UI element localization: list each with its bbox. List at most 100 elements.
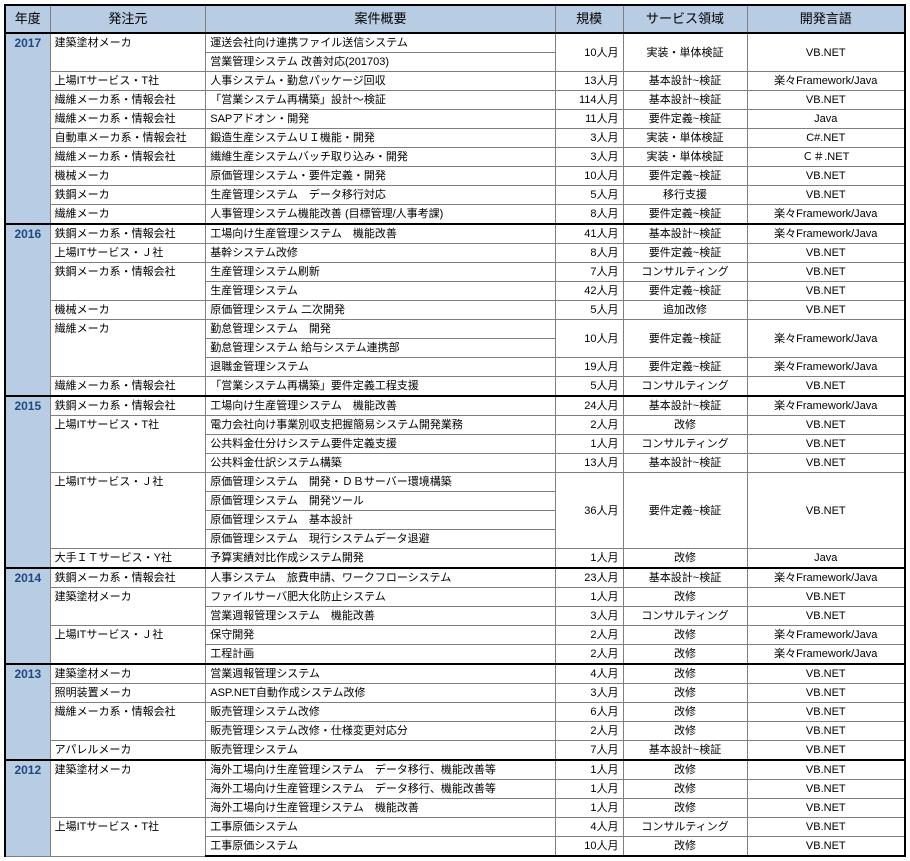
scale-cell: 10人月 bbox=[555, 167, 623, 186]
scale-cell: 8人月 bbox=[555, 244, 623, 263]
table-row: 上場ITサービス・Ｊ社保守開発2人月改修楽々Framework/Java bbox=[5, 626, 905, 645]
client-cell: 建築塗材メーカ bbox=[50, 760, 206, 818]
client-cell: 繊維メーカ系・情報会社 bbox=[50, 110, 206, 129]
lang-cell: VB.NET bbox=[747, 818, 905, 837]
client-cell: 鉄鋼メーカ系・情報会社 bbox=[50, 224, 206, 244]
client-cell: 上場ITサービス・Ｊ社 bbox=[50, 626, 206, 665]
client-cell: 上場ITサービス・Ｊ社 bbox=[50, 473, 206, 549]
desc-cell: 退職金管理システム bbox=[206, 358, 556, 377]
area-cell: 要件定義~検証 bbox=[623, 282, 747, 301]
scale-cell: 36人月 bbox=[555, 473, 623, 549]
scale-cell: 6人月 bbox=[555, 703, 623, 722]
client-cell: 鉄鋼メーカ系・情報会社 bbox=[50, 263, 206, 301]
area-cell: 改修 bbox=[623, 416, 747, 435]
client-cell: 上場ITサービス・T社 bbox=[50, 818, 206, 857]
area-cell: 改修 bbox=[623, 722, 747, 741]
lang-cell: VB.NET bbox=[747, 186, 905, 205]
client-cell: 繊維メーカ bbox=[50, 320, 206, 377]
year-cell: 2015 bbox=[5, 396, 50, 568]
desc-cell: 公共料金仕訳システム構築 bbox=[206, 454, 556, 473]
header-scale: 規模 bbox=[555, 5, 623, 33]
area-cell: 追加改修 bbox=[623, 301, 747, 320]
client-cell: 機械メーカ bbox=[50, 301, 206, 320]
client-cell: アパレルメーカ bbox=[50, 741, 206, 761]
client-cell: 繊維メーカ系・情報会社 bbox=[50, 91, 206, 110]
lang-cell: Java bbox=[747, 549, 905, 569]
header-client: 発注元 bbox=[50, 5, 206, 33]
area-cell: 改修 bbox=[623, 780, 747, 799]
desc-cell: 人事システム 旅費申請、ワークフローシステム bbox=[206, 568, 556, 588]
lang-cell: VB.NET bbox=[747, 588, 905, 607]
desc-cell: 原価管理システム 開発・ＤＢサーバー環境構築 bbox=[206, 473, 556, 492]
table-row: 2013建築塗材メーカ営業週報管理システム4人月改修VB.NET bbox=[5, 664, 905, 684]
desc-cell: 生産管理システム刷新 bbox=[206, 263, 556, 282]
lang-cell: VB.NET bbox=[747, 664, 905, 684]
lang-cell: 楽々Framework/Java bbox=[747, 568, 905, 588]
table-row: 建築塗材メーカファイルサーバ肥大化防止システム1人月改修VB.NET bbox=[5, 588, 905, 607]
scale-cell: 24人月 bbox=[555, 396, 623, 416]
area-cell: 改修 bbox=[623, 664, 747, 684]
desc-cell: ファイルサーバ肥大化防止システム bbox=[206, 588, 556, 607]
scale-cell: 2人月 bbox=[555, 722, 623, 741]
area-cell: 要件定義~検証 bbox=[623, 358, 747, 377]
client-cell: 建築塗材メーカ bbox=[50, 588, 206, 626]
scale-cell: 5人月 bbox=[555, 301, 623, 320]
scale-cell: 10人月 bbox=[555, 320, 623, 358]
client-cell: 建築塗材メーカ bbox=[50, 33, 206, 72]
lang-cell: 楽々Framework/Java bbox=[747, 205, 905, 225]
desc-cell: 営業週報管理システム 機能改善 bbox=[206, 607, 556, 626]
desc-cell: 販売管理システム改修・仕様変更対応分 bbox=[206, 722, 556, 741]
area-cell: 改修 bbox=[623, 837, 747, 857]
table-row: 繊維メーカ系・情報会社「営業システム再構築」要件定義工程支援5人月コンサルティン… bbox=[5, 377, 905, 397]
lang-cell: Java bbox=[747, 110, 905, 129]
area-cell: コンサルティング bbox=[623, 435, 747, 454]
desc-cell: 営業管理システム 改善対応(201703) bbox=[206, 53, 556, 72]
client-cell: 自動車メーカ系・情報会社 bbox=[50, 129, 206, 148]
table-row: 繊維メーカ人事管理システム機能改善 (目標管理/人事考課)8人月要件定義~検証楽… bbox=[5, 205, 905, 225]
table-row: 繊維メーカ系・情報会社「営業システム再構築」設計～検証114人月基本設計~検証V… bbox=[5, 91, 905, 110]
area-cell: 改修 bbox=[623, 645, 747, 665]
client-cell: 繊維メーカ系・情報会社 bbox=[50, 377, 206, 397]
scale-cell: 1人月 bbox=[555, 760, 623, 780]
desc-cell: 勤怠管理システム 開発 bbox=[206, 320, 556, 339]
lang-cell: VB.NET bbox=[747, 416, 905, 435]
desc-cell: SAPアドオン・開発 bbox=[206, 110, 556, 129]
header-year: 年度 bbox=[5, 5, 50, 33]
table-row: 上場ITサービス・T社工事原価システム4人月コンサルティングVB.NET bbox=[5, 818, 905, 837]
area-cell: 改修 bbox=[623, 549, 747, 569]
area-cell: 基本設計~検証 bbox=[623, 741, 747, 761]
scale-cell: 4人月 bbox=[555, 664, 623, 684]
desc-cell: 人事システム・勤怠パッケージ回収 bbox=[206, 72, 556, 91]
scale-cell: 3人月 bbox=[555, 148, 623, 167]
desc-cell: 「営業システム再構築」設計～検証 bbox=[206, 91, 556, 110]
desc-cell: 海外工場向け生産管理システム データ移行、機能改善等 bbox=[206, 760, 556, 780]
lang-cell: VB.NET bbox=[747, 780, 905, 799]
desc-cell: 生産管理システム bbox=[206, 282, 556, 301]
lang-cell: VB.NET bbox=[747, 760, 905, 780]
lang-cell: 楽々Framework/Java bbox=[747, 396, 905, 416]
desc-cell: 繊維生産システムバッチ取り込み・開発 bbox=[206, 148, 556, 167]
scale-cell: 3人月 bbox=[555, 129, 623, 148]
table-row: 上場ITサービス・T社人事システム・勤怠パッケージ回収13人月基本設計~検証楽々… bbox=[5, 72, 905, 91]
lang-cell: VB.NET bbox=[747, 799, 905, 818]
area-cell: 実装・単体検証 bbox=[623, 33, 747, 72]
header-area: サービス領域 bbox=[623, 5, 747, 33]
table-row: アパレルメーカ販売管理システム7人月基本設計~検証VB.NET bbox=[5, 741, 905, 761]
lang-cell: VB.NET bbox=[747, 722, 905, 741]
table-row: 機械メーカ原価管理システム・要件定義・開発10人月要件定義~検証VB.NET bbox=[5, 167, 905, 186]
table-row: 2014鉄鋼メーカ系・情報会社人事システム 旅費申請、ワークフローシステム23人… bbox=[5, 568, 905, 588]
area-cell: コンサルティング bbox=[623, 263, 747, 282]
area-cell: 基本設計~検証 bbox=[623, 72, 747, 91]
area-cell: 要件定義~検証 bbox=[623, 110, 747, 129]
lang-cell: VB.NET bbox=[747, 91, 905, 110]
area-cell: 移行支援 bbox=[623, 186, 747, 205]
desc-cell: 工場向け生産管理システム 機能改善 bbox=[206, 396, 556, 416]
header-lang: 開発言語 bbox=[747, 5, 905, 33]
scale-cell: 13人月 bbox=[555, 454, 623, 473]
client-cell: 上場ITサービス・T社 bbox=[50, 72, 206, 91]
table-row: 上場ITサービス・T社電力会社向け事業別収支把握簡易システム開発業務2人月改修V… bbox=[5, 416, 905, 435]
table-row: 鉄鋼メーカ系・情報会社生産管理システム刷新7人月コンサルティングVB.NET bbox=[5, 263, 905, 282]
area-cell: 要件定義~検証 bbox=[623, 244, 747, 263]
lang-cell: VB.NET bbox=[747, 263, 905, 282]
year-cell: 2012 bbox=[5, 760, 50, 856]
